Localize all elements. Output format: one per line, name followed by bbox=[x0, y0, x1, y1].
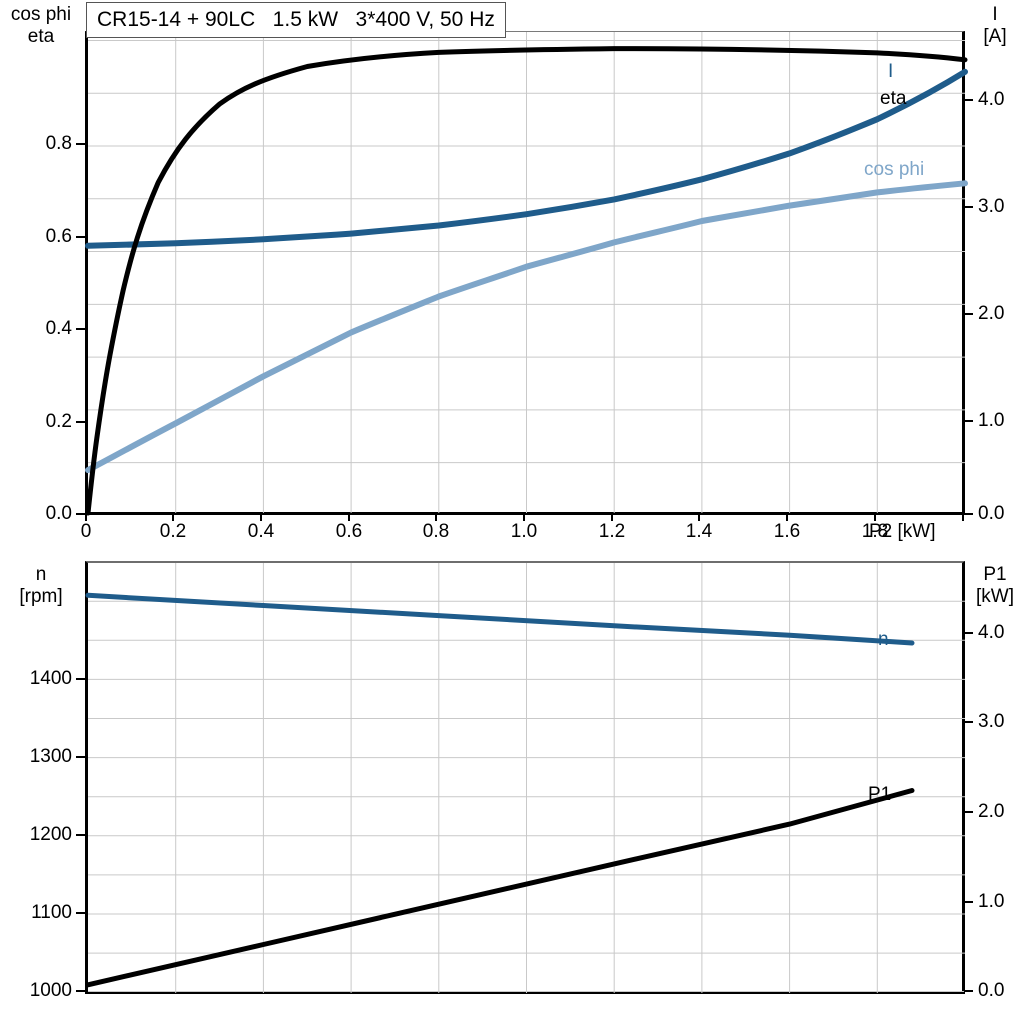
curve-label-p1: P1 bbox=[868, 784, 892, 805]
upper-right-tickmark-2 bbox=[964, 313, 973, 315]
lower-left-tick-3: 1300 bbox=[29, 746, 72, 767]
lower-gridlines bbox=[88, 563, 965, 993]
upper-gridlines bbox=[88, 32, 965, 513]
lower-plot-area bbox=[85, 561, 965, 994]
upper-x-tickmark-7 bbox=[698, 512, 700, 521]
upper-x-tickmark-2 bbox=[260, 512, 262, 521]
lower-left-axis-title: n [rpm] bbox=[0, 564, 82, 608]
lower-right-tickmark-2 bbox=[964, 811, 973, 813]
curve-eta bbox=[85, 46, 968, 516]
upper-left-tickmark-0 bbox=[76, 513, 85, 515]
upper-x-tickmark-1 bbox=[172, 512, 174, 521]
lower-chart: n [rpm] P1 [kW] bbox=[0, 556, 1024, 1024]
curve-label-speed: n bbox=[878, 629, 889, 650]
lower-left-tickmark-1 bbox=[76, 912, 85, 914]
upper-left-axis-title-line2: eta bbox=[27, 26, 55, 47]
lower-right-tick-4: 4.0 bbox=[978, 622, 1005, 643]
upper-right-tick-2: 2.0 bbox=[978, 303, 1005, 324]
lower-left-tick-1: 1100 bbox=[31, 902, 72, 923]
chart-title: CR15-14 + 90LC 1.5 kW 3*400 V, 50 Hz bbox=[86, 2, 506, 38]
upper-x-tick-6: 1.2 bbox=[598, 521, 626, 542]
lower-right-axis-title-line2: [kW] bbox=[976, 586, 1014, 607]
upper-left-axis-title: cos phi eta bbox=[0, 4, 82, 48]
lower-left-tick-0: 1000 bbox=[29, 980, 72, 1001]
lower-right-tickmark-4 bbox=[964, 632, 973, 634]
upper-x-axis-title: P2 [kW] bbox=[869, 521, 936, 542]
upper-right-tickmark-1 bbox=[964, 420, 973, 422]
curve-speed bbox=[85, 592, 915, 646]
upper-x-tickmark-9 bbox=[874, 512, 876, 521]
upper-left-tickmark-3 bbox=[76, 236, 85, 238]
upper-left-axis-title-line1: cos phi bbox=[10, 4, 72, 25]
lower-left-tickmark-4 bbox=[76, 678, 85, 680]
upper-x-tickmark-0 bbox=[85, 512, 87, 521]
upper-right-axis-title: I [A] bbox=[966, 4, 1024, 48]
lower-right-tickmark-3 bbox=[964, 721, 973, 723]
upper-right-tickmark-4 bbox=[964, 99, 973, 101]
upper-left-tick-1: 0.2 bbox=[45, 411, 72, 432]
curve-p1 bbox=[85, 788, 915, 988]
lower-left-tick-4: 1400 bbox=[29, 668, 72, 689]
upper-x-tickmark-10 bbox=[962, 512, 964, 521]
lower-right-tick-2: 2.0 bbox=[978, 801, 1005, 822]
upper-left-tickmark-4 bbox=[76, 143, 85, 145]
upper-left-tickmark-1 bbox=[76, 421, 85, 423]
upper-x-tick-4: 0.8 bbox=[422, 521, 450, 542]
upper-x-tick-9: 1.8 bbox=[861, 521, 889, 542]
lower-right-tickmark-1 bbox=[964, 901, 973, 903]
upper-x-tickmark-8 bbox=[786, 512, 788, 521]
lower-left-axis-title-line2: [rpm] bbox=[19, 586, 63, 607]
curve-label-cos-phi: cos phi bbox=[864, 159, 925, 180]
upper-right-tick-0: 0.0 bbox=[978, 503, 1005, 524]
upper-x-tick-2: 0.4 bbox=[247, 521, 275, 542]
upper-x-tick-8: 1.6 bbox=[773, 521, 801, 542]
upper-right-axis-title-line2: [A] bbox=[983, 26, 1007, 47]
upper-right-tickmark-0 bbox=[964, 513, 973, 515]
upper-plot-area bbox=[85, 31, 968, 516]
lower-left-tickmark-2 bbox=[76, 834, 85, 836]
upper-x-tickmark-4 bbox=[435, 512, 437, 521]
upper-right-axis-title-line1: I bbox=[992, 4, 998, 25]
upper-left-tick-4: 0.8 bbox=[45, 133, 72, 154]
upper-x-tick-5: 1.0 bbox=[510, 521, 538, 542]
upper-x-tickmark-5 bbox=[523, 512, 525, 521]
upper-x-tick-0: 0 bbox=[80, 521, 92, 542]
lower-right-tickmark-0 bbox=[964, 990, 973, 992]
lower-left-tick-2: 1200 bbox=[29, 824, 72, 845]
upper-left-tick-2: 0.4 bbox=[45, 318, 72, 339]
curve-current bbox=[85, 68, 968, 249]
upper-right-tick-1: 1.0 bbox=[978, 410, 1005, 431]
lower-right-tick-3: 3.0 bbox=[978, 711, 1005, 732]
lower-right-axis-title-line1: P1 bbox=[983, 564, 1007, 585]
upper-right-tick-3: 3.0 bbox=[978, 196, 1005, 217]
lower-right-axis-title: P1 [kW] bbox=[966, 564, 1024, 608]
upper-plot-svg bbox=[85, 32, 968, 516]
upper-x-tick-1: 0.2 bbox=[159, 521, 187, 542]
upper-left-tick-0: 0.0 bbox=[45, 503, 72, 524]
upper-x-tick-7: 1.4 bbox=[685, 521, 713, 542]
upper-right-tickmark-3 bbox=[964, 206, 973, 208]
upper-x-tick-3: 0.6 bbox=[335, 521, 363, 542]
upper-left-tickmark-2 bbox=[76, 328, 85, 330]
upper-left-tick-3: 0.6 bbox=[45, 226, 72, 247]
lower-left-tickmark-3 bbox=[76, 756, 85, 758]
upper-x-tickmark-3 bbox=[348, 512, 350, 521]
upper-x-tickmark-6 bbox=[611, 512, 613, 521]
upper-chart: cos phi eta I [A] CR15-14 + 90LC 1.5 kW … bbox=[0, 2, 1024, 542]
upper-right-tick-4: 4.0 bbox=[978, 89, 1005, 110]
curve-label-current: I bbox=[888, 61, 894, 82]
lower-right-tick-1: 1.0 bbox=[978, 891, 1005, 912]
lower-plot-svg bbox=[85, 563, 965, 993]
lower-left-axis-title-line1: n bbox=[35, 564, 47, 585]
lower-left-tickmark-0 bbox=[76, 990, 85, 992]
lower-right-tick-0: 0.0 bbox=[978, 980, 1005, 1001]
curve-cos-phi bbox=[85, 180, 968, 474]
curve-label-eta: eta bbox=[880, 88, 907, 109]
